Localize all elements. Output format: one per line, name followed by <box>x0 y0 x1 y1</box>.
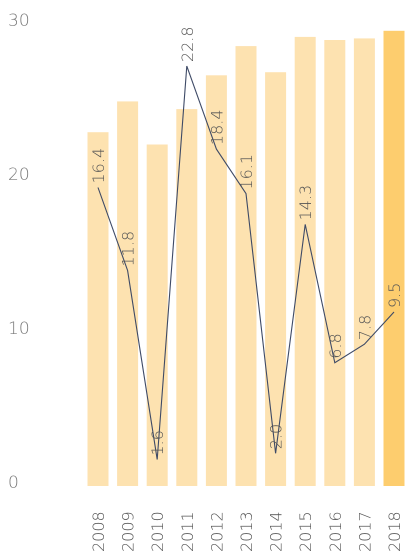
y-tick-label: 20 <box>8 165 30 185</box>
data-label: 9.5 <box>385 283 404 308</box>
data-labels-group: 16.4 11.8 1.6 22.8 18.4 16.1 2.0 14.3 6.8 7.8 9.5 <box>89 26 404 455</box>
data-label: 22.8 <box>178 26 197 62</box>
bar <box>265 72 287 486</box>
bar <box>117 101 139 487</box>
data-label: 16.4 <box>89 148 108 184</box>
y-tick-label: 30 <box>8 11 30 31</box>
x-tick-label: 2013 <box>237 511 256 552</box>
data-label: 14.3 <box>296 185 315 221</box>
bar <box>294 36 316 487</box>
data-label: 11.8 <box>119 231 138 267</box>
line-series-group <box>97 65 395 460</box>
bar <box>324 40 346 486</box>
bar <box>353 38 375 487</box>
bar <box>146 144 168 486</box>
y-tick-label: 10 <box>8 319 30 339</box>
x-tick-label: 2011 <box>178 511 197 552</box>
x-tick-label: 2015 <box>296 511 315 552</box>
bar <box>176 109 198 486</box>
data-label: 18.4 <box>207 109 226 145</box>
data-label: 6.8 <box>326 333 345 358</box>
x-tick-label: 2018 <box>385 511 404 552</box>
y-axis: 0 10 20 30 <box>8 11 30 493</box>
line-series <box>97 65 395 460</box>
data-label: 1.6 <box>148 430 167 455</box>
x-tick-label: 2009 <box>119 511 138 552</box>
bars-group <box>87 30 405 487</box>
x-tick-label: 2014 <box>267 511 286 552</box>
data-label: 16.1 <box>237 154 256 190</box>
x-tick-label: 2017 <box>355 511 374 552</box>
bar <box>235 46 257 486</box>
data-label: 7.8 <box>355 315 374 340</box>
x-tick-label: 2010 <box>148 511 167 552</box>
bar <box>87 132 109 486</box>
x-tick-label: 2012 <box>207 511 226 552</box>
bar <box>383 30 405 487</box>
x-axis-labels: 2008 2009 2010 2011 2012 2013 2014 2015 2016 2017… <box>89 511 404 552</box>
bar <box>205 75 227 487</box>
y-tick-label: 0 <box>8 473 19 493</box>
x-tick-label: 2016 <box>326 511 345 552</box>
x-tick-label: 2008 <box>89 511 108 552</box>
data-label: 2.0 <box>267 424 286 449</box>
